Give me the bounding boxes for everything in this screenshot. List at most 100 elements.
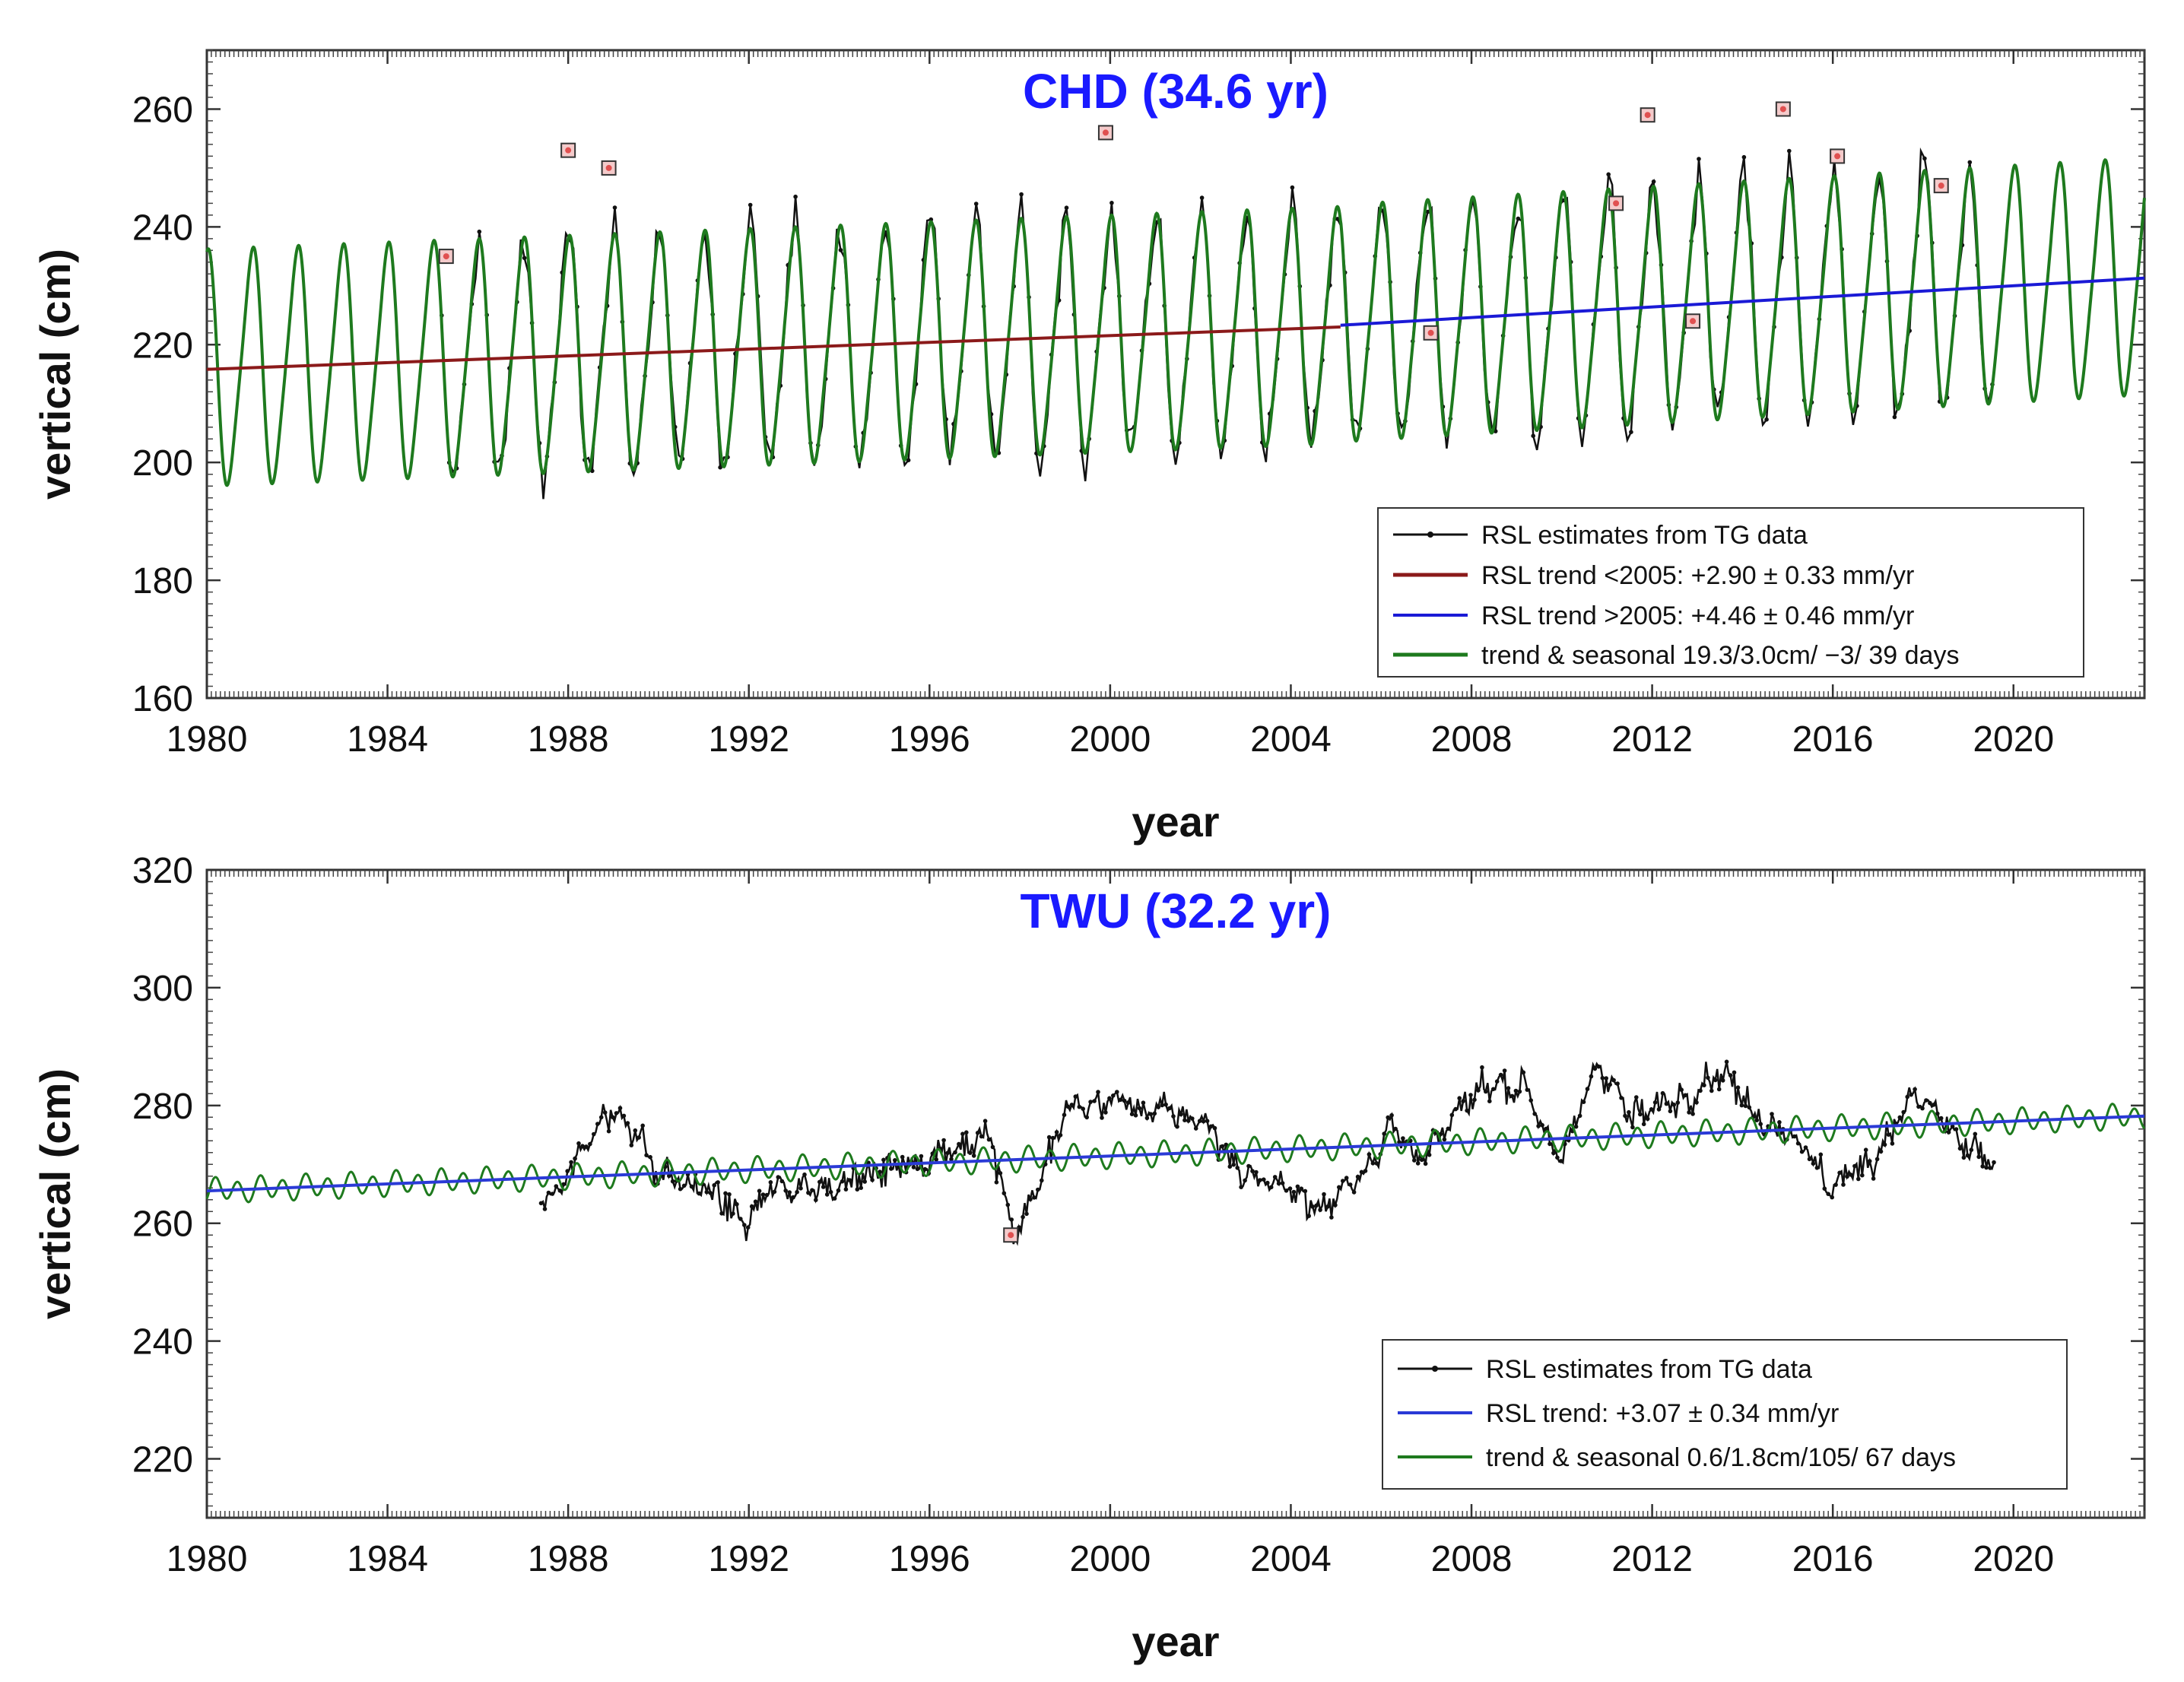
chd-rsl-data-point <box>718 465 722 470</box>
twu-rsl-data-point <box>538 1201 544 1206</box>
twu-rsl-data-point <box>1754 1118 1759 1122</box>
twu-rsl-data-point <box>1540 1122 1544 1128</box>
chd-rsl-data-point <box>906 458 911 462</box>
twu-rsl-data-point <box>1615 1081 1620 1086</box>
twu-rsl-data-point <box>968 1150 973 1155</box>
twu-rsl-data-point <box>1521 1070 1526 1075</box>
twu-rsl-data-point <box>1148 1112 1154 1116</box>
twu-rsl-data-point <box>565 1169 570 1173</box>
twu-rsl-data-point <box>986 1137 992 1142</box>
twu-rsl-data-point <box>598 1115 604 1120</box>
twu-rsl-data-point <box>633 1128 638 1133</box>
twu-rsl-data-point <box>1957 1146 1963 1151</box>
twu-rsl-data-point <box>1073 1094 1078 1099</box>
twu-rsl-data-point <box>1355 1174 1360 1179</box>
twu-rsl-data-point <box>1077 1104 1082 1109</box>
chd-y-tick-labels: 160 180 200 220 240 260 <box>132 90 193 719</box>
twu-rsl-data-point <box>1306 1214 1311 1218</box>
twu-rsl-data-point <box>810 1188 814 1192</box>
twu-rsl-data-point <box>584 1144 589 1149</box>
twu-rsl-data-point <box>1295 1184 1300 1189</box>
chd-y-tick-label: 160 <box>132 679 193 719</box>
chd-x-tick-label: 1984 <box>347 719 428 760</box>
twu-rsl-data-point <box>1735 1085 1741 1090</box>
twu-rsl-data-point <box>640 1123 645 1128</box>
twu-rsl-data-point <box>900 1154 905 1160</box>
twu-rsl-data-point <box>1457 1096 1462 1100</box>
twu-rsl-data-point <box>1528 1098 1533 1103</box>
twu-rsl-data-point <box>1254 1169 1259 1175</box>
twu-rsl-data-point <box>1897 1115 1903 1120</box>
chd-x-tick-label: 1992 <box>708 719 789 760</box>
twu-rsl-data-point <box>1040 1178 1044 1183</box>
twu-rsl-data-point <box>1683 1093 1687 1098</box>
chd-legend-label-seasonal: trend & seasonal 19.3/3.0cm/ −3/ 39 days <box>1481 641 1959 670</box>
twu-rsl-data-point <box>1280 1181 1285 1185</box>
chd-legend-label-trend-before: RSL trend <2005: +2.90 ± 0.33 mm/yr <box>1481 561 1914 590</box>
twu-rsl-data-point <box>802 1172 807 1177</box>
twu-rsl-data-point <box>957 1141 961 1147</box>
twu-rsl-data-point <box>1141 1100 1146 1105</box>
twu-rsl-data-point <box>592 1131 596 1137</box>
twu-rsl-data-point <box>1976 1154 1981 1160</box>
chd-outlier-point <box>1644 112 1651 119</box>
twu-rsl-data-point <box>1351 1190 1357 1195</box>
twu-rsl-data-point <box>1005 1202 1011 1208</box>
twu-rsl-data-point <box>1250 1169 1255 1173</box>
twu-rsl-data-point <box>843 1187 849 1192</box>
twu-rsl-data-point <box>1675 1100 1681 1105</box>
chd-trend-before-2005-line <box>206 325 1341 371</box>
twu-rsl-data-point <box>1322 1192 1326 1197</box>
twu-rsl-data-point <box>542 1207 548 1211</box>
twu-rsl-data-point <box>1969 1147 1974 1152</box>
twu-rsl-data-point <box>1878 1149 1884 1154</box>
twu-rsl-data-point <box>606 1128 611 1134</box>
twu-rsl-data-point <box>1525 1087 1530 1092</box>
twu-rsl-data-point <box>1258 1178 1262 1182</box>
twu-y-tick-labels: 220 240 260 280 300 320 <box>132 851 193 1480</box>
twu-rsl-data-point <box>1822 1186 1827 1191</box>
twu-rsl-data-point <box>1363 1169 1368 1173</box>
twu-rsl-data-point <box>648 1154 652 1160</box>
chd-outliers <box>438 101 1949 341</box>
twu-rsl-data-point <box>779 1179 785 1184</box>
chd-legend: RSL estimates from TG data RSL trend <20… <box>1377 507 2084 678</box>
twu-rsl-data-point <box>836 1188 841 1193</box>
twu-rsl-data-point <box>1803 1145 1808 1150</box>
twu-rsl-data-point <box>881 1157 886 1163</box>
twu-rsl-data-point <box>1728 1073 1733 1077</box>
twu-rsl-data-point <box>1287 1186 1293 1191</box>
twu-x-tick-label: 2016 <box>1792 1539 1874 1579</box>
chd-legend-swatch-data-marker <box>1427 532 1433 538</box>
twu-rsl-data-point <box>1212 1125 1217 1131</box>
twu-rsl-data-point <box>1950 1124 1955 1129</box>
twu-rsl-data-point <box>1190 1116 1195 1121</box>
twu-rsl-data-point <box>1291 1189 1297 1195</box>
chd-series <box>205 101 2146 500</box>
twu-rsl-data-point <box>1849 1173 1853 1177</box>
chd-rsl-data-point <box>522 255 527 261</box>
twu-rsl-data-point <box>1830 1195 1834 1200</box>
twu-rsl-data-point <box>1973 1131 1978 1137</box>
chd-rsl-data-point <box>1109 201 1114 205</box>
twu-rsl-data-point <box>1111 1093 1116 1098</box>
chd-x-tick-label: 1980 <box>167 719 248 760</box>
twu-rsl-data-point <box>1901 1109 1906 1115</box>
twu-rsl-data-point <box>1389 1112 1394 1118</box>
twu-rsl-data-point <box>602 1110 608 1115</box>
chd-rsl-data-point <box>477 229 482 234</box>
twu-rsl-data-point <box>798 1186 803 1191</box>
twu-rsl-data-point <box>1303 1189 1308 1194</box>
twu-rsl-data-point <box>644 1153 649 1157</box>
twu-rsl-data-point <box>911 1165 916 1169</box>
twu-rsl-data-point <box>1555 1155 1560 1160</box>
twu-rsl-data-point <box>1506 1086 1511 1090</box>
twu-rsl-data-point <box>1833 1182 1838 1187</box>
twu-rsl-data-point <box>1314 1203 1319 1208</box>
twu-rsl-data-point <box>1671 1103 1677 1107</box>
twu-rsl-data-point <box>1092 1099 1097 1103</box>
chd-rsl-data-point <box>748 202 753 208</box>
twu-rsl-data-point <box>704 1189 709 1195</box>
twu-rsl-data-point <box>1442 1137 1447 1142</box>
twu-rsl-data-point <box>1179 1112 1183 1117</box>
